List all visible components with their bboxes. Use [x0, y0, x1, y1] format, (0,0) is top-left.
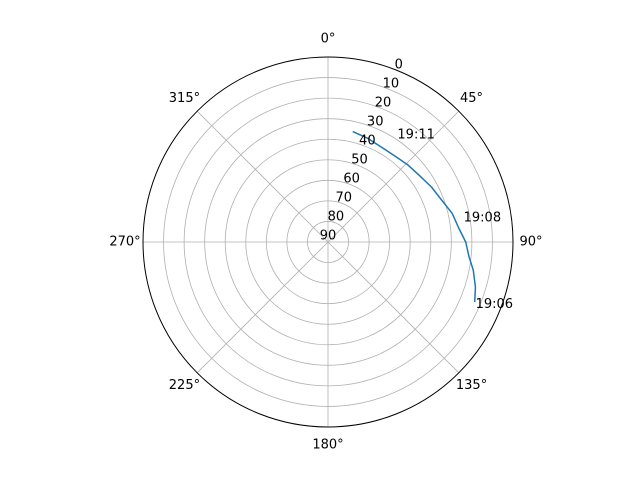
series-line-0	[352, 130, 477, 303]
r-tick-label-10: 10	[383, 77, 400, 92]
grid-layer	[143, 57, 513, 427]
series-layer	[352, 130, 477, 303]
theta-tick-label-45: 45°	[460, 91, 483, 106]
theta-tick-label-135: 135°	[456, 378, 487, 393]
r-tick-label-40: 40	[359, 134, 376, 149]
theta-tick-label-0: 0°	[321, 32, 336, 47]
r-tick-label-60: 60	[343, 172, 360, 187]
r-tick-label-80: 80	[328, 210, 345, 225]
polar-frame	[142, 56, 514, 428]
r-tick-label-90: 90	[320, 229, 337, 244]
label-layer: 0° 45° 90° 135° 180° 225° 270° 315° 0 10 20 30 40 50 6…	[109, 32, 542, 453]
r-tick-label-50: 50	[351, 153, 368, 168]
annotation-label-2: 19:11	[397, 128, 434, 143]
theta-tick-label-225: 225°	[169, 378, 200, 393]
grid-spoke-135	[327, 241, 460, 374]
annotation-label-1: 19:08	[464, 211, 501, 226]
r-tick-label-30: 30	[367, 115, 384, 130]
r-tick-label-20: 20	[375, 96, 392, 111]
grid-spoke-315	[196, 110, 329, 243]
grid-spoke-225	[196, 241, 329, 374]
r-tick-label-70: 70	[335, 191, 352, 206]
grid-spoke-45	[327, 110, 460, 243]
theta-tick-label-270: 270°	[109, 235, 140, 250]
theta-tick-label-315: 315°	[169, 91, 200, 106]
theta-tick-label-90: 90°	[519, 235, 542, 250]
annotation-label-0: 19:06	[476, 297, 513, 312]
r-tick-label-0: 0	[395, 58, 403, 73]
theta-tick-label-180: 180°	[312, 438, 343, 453]
